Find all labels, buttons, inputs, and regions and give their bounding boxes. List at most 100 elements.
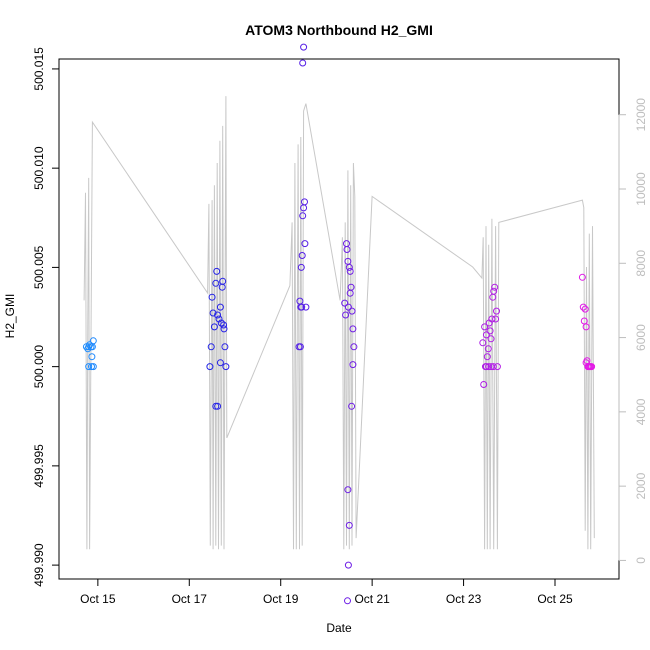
- data-point: [216, 303, 224, 311]
- data-point: [579, 303, 587, 311]
- data-point: [222, 363, 230, 371]
- data-point: [300, 43, 308, 51]
- altitude-series-layer: [83, 96, 595, 550]
- y2-tick-label: 4000: [634, 398, 648, 425]
- data-point: [299, 59, 307, 67]
- data-point: [220, 321, 228, 329]
- data-point: [207, 343, 215, 351]
- data-point: [214, 311, 222, 319]
- data-point: [489, 363, 497, 371]
- data-point: [297, 263, 305, 271]
- data-point: [487, 335, 495, 343]
- data-point: [490, 287, 498, 295]
- y-tick-label: 500.010: [32, 146, 46, 190]
- data-point: [214, 402, 222, 410]
- data-point: [346, 289, 354, 297]
- data-point: [343, 246, 351, 253]
- data-point: [481, 323, 489, 331]
- data-point: [345, 263, 353, 271]
- data-point: [85, 363, 93, 371]
- data-point: [301, 198, 308, 206]
- data-point: [482, 331, 490, 339]
- x-tick-label: Oct 21: [354, 592, 390, 606]
- data-point: [491, 283, 499, 291]
- data-point: [89, 363, 97, 371]
- data-point: [480, 381, 488, 388]
- y2-tick-label: 6000: [634, 324, 648, 351]
- h2-gmi-points-layer: [82, 43, 596, 605]
- data-point: [299, 212, 307, 220]
- data-point: [215, 315, 223, 323]
- y-axis-right: 0 2000 4000 6000 8000 10000 12000: [618, 98, 648, 564]
- data-point: [217, 319, 225, 327]
- data-point: [349, 325, 357, 333]
- data-point: [493, 307, 500, 315]
- x-tick-label: Oct 17: [172, 592, 208, 606]
- y-tick-label: 500.000: [32, 345, 46, 389]
- data-point: [342, 311, 350, 319]
- data-point: [301, 240, 309, 248]
- data-point: [219, 277, 227, 285]
- altitude-line: [83, 96, 595, 550]
- data-point: [486, 327, 494, 335]
- data-point: [220, 325, 228, 333]
- data-point: [298, 252, 306, 259]
- data-point: [581, 305, 589, 313]
- data-point: [588, 363, 596, 371]
- y2-tick-label: 0: [634, 557, 648, 564]
- data-point: [296, 343, 304, 351]
- data-point: [344, 597, 351, 605]
- data-point: [485, 363, 493, 371]
- y-tick-label: 499.995: [32, 444, 46, 488]
- y-tick-label: 500.015: [32, 47, 46, 91]
- data-point: [216, 359, 224, 367]
- data-point: [582, 323, 590, 331]
- data-point: [208, 293, 216, 301]
- x-axis-label: Date: [326, 621, 352, 635]
- data-point: [482, 363, 490, 371]
- data-point: [88, 353, 96, 361]
- data-point: [344, 303, 352, 311]
- x-tick-label: Oct 15: [80, 592, 116, 606]
- data-point: [484, 345, 492, 353]
- y2-tick-label: 12000: [634, 98, 648, 132]
- data-point: [210, 323, 218, 331]
- data-point: [488, 315, 496, 323]
- data-point: [209, 309, 217, 317]
- data-point: [344, 486, 352, 494]
- data-point: [349, 361, 357, 369]
- y-axis-left: 499.990 499.995 500.000 500.005 500.010 500.0…: [32, 47, 60, 587]
- data-point: [344, 561, 352, 569]
- y2-tick-label: 10000: [634, 172, 648, 206]
- data-point: [582, 359, 590, 367]
- data-point: [213, 267, 221, 275]
- data-point: [348, 402, 356, 410]
- data-point: [492, 315, 500, 323]
- data-point: [206, 363, 214, 371]
- y-tick-label: 499.990: [32, 543, 46, 587]
- y-tick-label: 500.005: [32, 245, 46, 289]
- y2-tick-label: 8000: [634, 250, 648, 277]
- data-point: [578, 273, 586, 281]
- data-point: [479, 339, 487, 347]
- data-point: [221, 343, 229, 351]
- data-point: [298, 303, 306, 311]
- y-axis-label: H2_GMI: [3, 294, 17, 339]
- y2-tick-label: 2000: [634, 472, 648, 499]
- data-point: [341, 299, 349, 307]
- data-point: [487, 363, 495, 371]
- data-point: [346, 267, 354, 275]
- data-point: [345, 521, 353, 529]
- data-point: [212, 279, 220, 287]
- data-point: [483, 353, 491, 361]
- x-axis: Oct 15 Oct 17 Oct 19 Oct 21 Oct 23 Oct 25: [80, 578, 573, 606]
- x-tick-label: Oct 25: [537, 592, 573, 606]
- chart-title: ATOM3 Northbound H2_GMI: [245, 22, 433, 38]
- data-point: [89, 337, 97, 345]
- x-tick-label: Oct 23: [446, 592, 482, 606]
- data-point: [350, 343, 358, 351]
- x-tick-label: Oct 19: [263, 592, 299, 606]
- data-point: [302, 303, 310, 311]
